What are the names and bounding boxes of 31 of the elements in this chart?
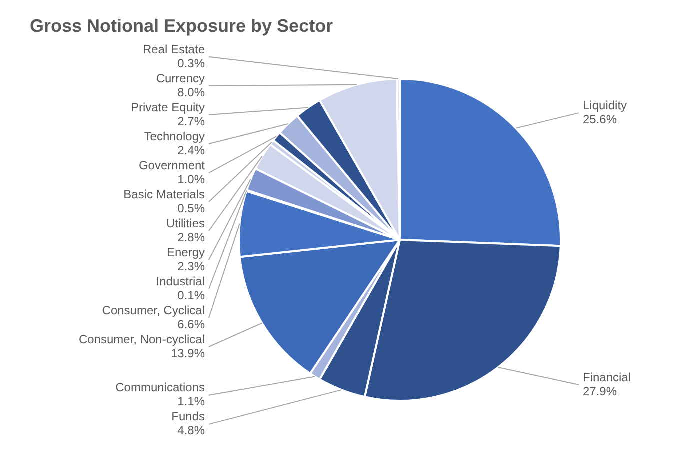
slice-label: Currency [156,71,205,86]
slice-label: Energy [166,245,205,260]
slice-label: Real Estate [142,42,206,56]
data-label: 0.5% [178,201,206,216]
slice-label: Financial [583,370,632,384]
slice-label: Utilities [166,216,205,230]
slice-label: Private Equity [130,100,205,114]
data-label: 4.8% [178,424,206,438]
slice-label: Government [138,158,206,172]
data-label: 25.6% [583,112,618,126]
data-label: 2.8% [178,230,206,244]
slice-label: Technology [144,129,205,144]
slice-label: Liquidity [583,98,628,112]
slice-label: Industrial [156,274,205,288]
data-label: 27.9% [583,384,618,398]
data-label: 2.4% [178,143,206,158]
slice-label: Funds [172,410,205,424]
data-label: 2.3% [178,259,206,274]
slice-label: Consumer, Non-cyclical [78,332,205,346]
chart-title: Gross Notional Exposure by Sector [30,16,334,36]
data-label: 1.0% [178,172,206,186]
data-label: 13.9% [170,346,206,360]
data-label: 2.7% [178,114,206,128]
data-label: 0.3% [178,56,206,70]
data-label: 0.1% [178,288,206,302]
data-label: 1.1% [178,394,206,409]
slice-label: Basic Materials [124,187,205,202]
data-label: 8.0% [178,85,206,100]
slice-label: Consumer, Cyclical [102,303,205,318]
slice-label: Communications [116,380,205,395]
data-label: 6.6% [178,317,206,332]
